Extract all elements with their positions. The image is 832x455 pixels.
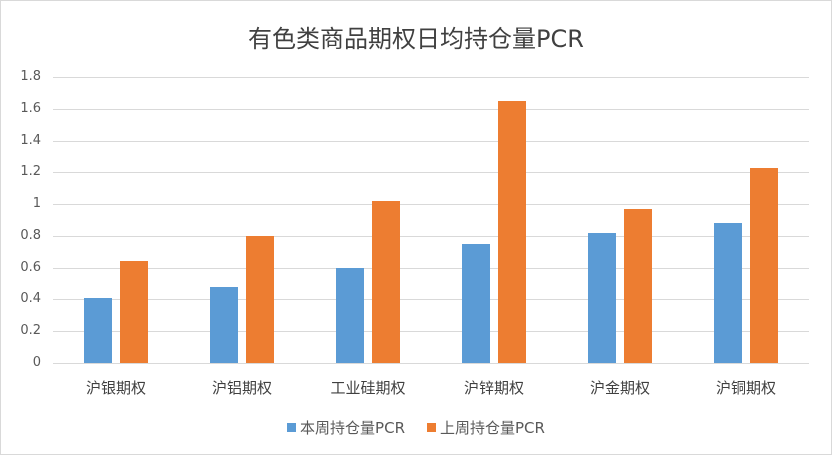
- chart-title: 有色类商品期权日均持仓量PCR: [248, 25, 584, 53]
- bar-last-week: [498, 100, 526, 363]
- x-tick-label: 沪铝期权: [211, 379, 272, 397]
- bar-last-week: [624, 208, 652, 363]
- y-tick-label: 1.8: [20, 69, 41, 84]
- bar-this-week: [714, 223, 742, 363]
- plot-area: 0 0.2 0.4 0.6 0.8 1 1.2 1.4 1.6 1.8 沪银期权 沪铝期权 工业硅期权 沪…: [20, 69, 809, 397]
- y-tick-label: 1: [32, 196, 41, 212]
- gridline: [53, 267, 809, 269]
- gridline: [53, 172, 809, 174]
- y-tick-label: 1.6: [20, 100, 41, 116]
- bar-this-week: [336, 267, 364, 363]
- y-tick-label: 1.2: [20, 164, 41, 180]
- bar-last-week: [750, 167, 778, 363]
- gridline: [53, 299, 809, 301]
- bar-this-week: [588, 232, 616, 363]
- gridline: [53, 363, 809, 364]
- y-tick-label: 0.6: [20, 259, 41, 275]
- legend-item: 上周持仓量PCR: [427, 417, 545, 438]
- x-tick-label: 沪银期权: [85, 379, 146, 397]
- y-tick-label: 0.2: [20, 323, 41, 339]
- y-tick-label: 1.4: [20, 132, 41, 148]
- gridline: [53, 108, 809, 110]
- x-tick-label: 沪金期权: [589, 379, 650, 397]
- y-tick-label: 0.8: [20, 227, 41, 243]
- legend-swatch: [287, 423, 297, 432]
- legend-item: 本周持仓量PCR: [287, 417, 405, 438]
- gridline: [53, 331, 809, 333]
- gridline: [53, 77, 809, 78]
- legend-label: 上周持仓量PCR: [440, 419, 545, 437]
- x-tick-label: 工业硅期权: [330, 379, 406, 397]
- bar-last-week: [120, 261, 148, 363]
- bar-last-week: [246, 235, 274, 363]
- x-tick-label: 沪铜期权: [715, 379, 776, 397]
- legend-label: 本周持仓量PCR: [300, 419, 405, 437]
- bar-last-week: [372, 200, 400, 363]
- bar-this-week: [84, 297, 112, 363]
- y-tick-label: 0: [32, 355, 41, 370]
- bar-this-week: [462, 243, 490, 363]
- legend-swatch: [427, 423, 436, 432]
- y-tick-label: 0.4: [20, 291, 41, 307]
- x-tick-label: 沪锌期权: [463, 379, 524, 397]
- legend: 本周持仓量PCR 上周持仓量PCR: [1, 417, 831, 438]
- gridline: [53, 140, 809, 142]
- bar-this-week: [210, 286, 238, 363]
- gridline: [53, 235, 809, 237]
- gridline: [53, 204, 809, 206]
